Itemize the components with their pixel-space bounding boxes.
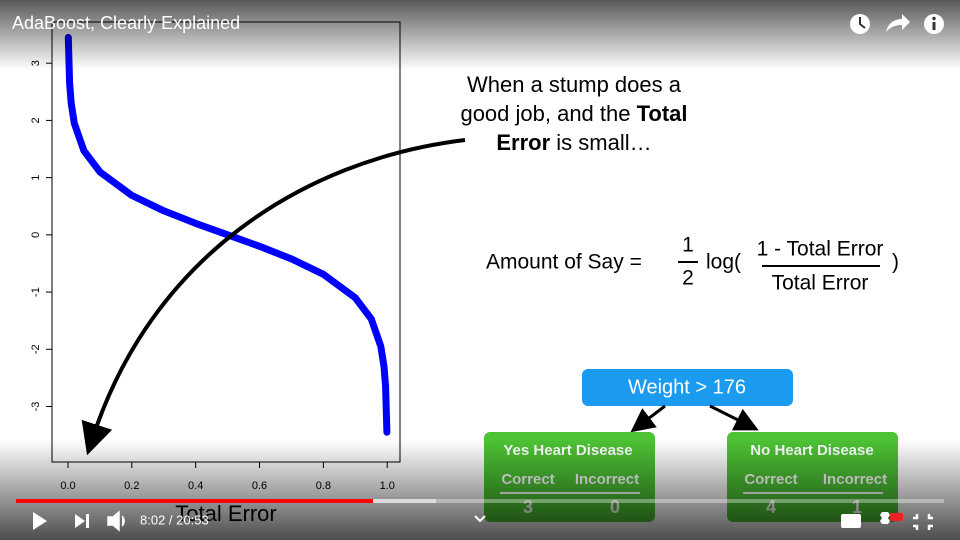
video-title[interactable]: AdaBoost, Clearly Explained bbox=[12, 13, 240, 33]
formula-text: 2 bbox=[682, 267, 694, 290]
annotation-bold: Total bbox=[637, 101, 688, 126]
progress-track[interactable] bbox=[16, 499, 944, 503]
y-tick-label: 2 bbox=[30, 117, 42, 123]
bottom-gradient bbox=[0, 440, 960, 540]
formula-text: log( bbox=[706, 251, 741, 274]
annotation-text: is small… bbox=[550, 130, 651, 155]
progress-played bbox=[16, 499, 373, 503]
tree-root-label: Weight > 176 bbox=[628, 376, 746, 398]
formula-text: 1 - Total Error bbox=[757, 238, 884, 261]
tree-edge bbox=[709, 404, 759, 431]
formula-text: ) bbox=[892, 251, 899, 274]
hd-badge bbox=[890, 513, 903, 521]
annotation-line: Error is small… bbox=[496, 130, 651, 155]
chapter-chevron[interactable] bbox=[474, 515, 486, 523]
watch-later[interactable] bbox=[850, 14, 870, 34]
y-tick-label: 1 bbox=[30, 175, 42, 181]
arrow bbox=[81, 138, 466, 456]
y-tick-label: 0 bbox=[30, 232, 42, 238]
annotation-text: good job, and the bbox=[460, 101, 636, 126]
time-display: 8:02 / 20:53 bbox=[140, 512, 209, 527]
y-tick-label: -2 bbox=[30, 344, 42, 354]
settings-button[interactable] bbox=[880, 512, 890, 524]
tree-edge bbox=[630, 404, 666, 433]
y-tick-label: -3 bbox=[30, 402, 42, 412]
annotation-line: When a stump does a bbox=[467, 72, 682, 97]
formula-lhs: Amount of Say = bbox=[486, 251, 642, 274]
volume-button[interactable] bbox=[107, 510, 125, 532]
annotation-bold: Error bbox=[496, 130, 550, 155]
annotation-line: good job, and the Total bbox=[460, 101, 687, 126]
next-button[interactable] bbox=[75, 514, 89, 528]
play-button[interactable] bbox=[33, 512, 47, 530]
info-button[interactable] bbox=[924, 14, 944, 34]
share-button[interactable] bbox=[886, 14, 910, 32]
formula-text: Total Error bbox=[772, 272, 869, 295]
captions-button[interactable] bbox=[841, 514, 861, 528]
tree-root bbox=[582, 369, 793, 406]
top-gradient bbox=[0, 0, 960, 70]
formula-text: 1 bbox=[682, 234, 694, 257]
y-tick-label: -1 bbox=[30, 287, 42, 297]
fullscreen-button[interactable] bbox=[913, 514, 933, 530]
curve bbox=[64, 33, 391, 436]
